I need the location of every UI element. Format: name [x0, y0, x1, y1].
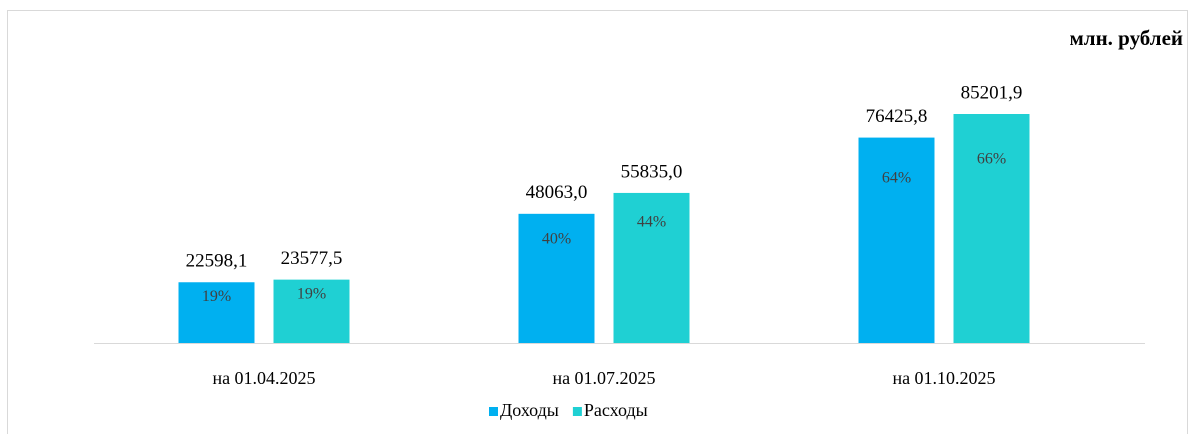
legend-label: Доходы [500, 400, 559, 420]
value-label: 85201,9 [961, 82, 1023, 103]
chart-frame [7, 10, 1188, 434]
bar [178, 282, 255, 343]
legend-swatch [489, 407, 498, 416]
share-label: 64% [882, 169, 911, 186]
value-label: 22598,1 [186, 251, 248, 272]
x-tick-label: на 01.10.2025 [892, 368, 995, 388]
value-label: 23577,5 [281, 248, 343, 269]
x-tick-label: на 01.04.2025 [212, 368, 315, 388]
share-label: 44% [637, 214, 666, 231]
bar [858, 137, 935, 343]
share-label: 19% [297, 285, 326, 302]
value-label: 55835,0 [621, 161, 683, 182]
share-label: 66% [977, 150, 1006, 167]
legend-label: Расходы [584, 400, 648, 420]
share-label: 40% [542, 230, 571, 247]
bar [613, 192, 690, 343]
value-label: 48063,0 [526, 182, 588, 203]
bar [953, 114, 1030, 343]
bar [518, 213, 595, 343]
x-tick-label: на 01.07.2025 [552, 368, 655, 388]
unit-label: млн. рублей [1070, 26, 1184, 50]
legend-swatch [572, 407, 582, 416]
value-label: 76425,8 [866, 106, 928, 127]
bar [273, 279, 350, 343]
share-label: 19% [202, 288, 231, 305]
